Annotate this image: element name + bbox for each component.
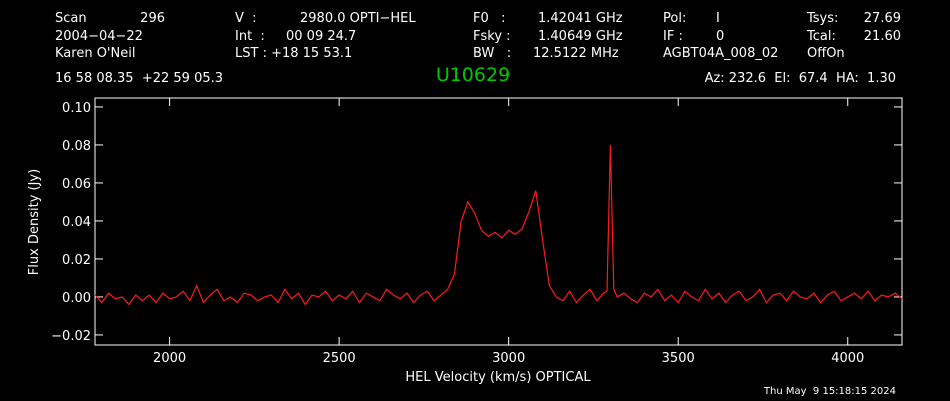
header-text: 12.5122 MHz: [533, 46, 619, 61]
header-text: Tsys:: [806, 11, 838, 26]
header-text: Pol:: [663, 11, 686, 26]
header-text: 2980.0 OPTI−HEL: [300, 11, 416, 26]
header-text: AGBT04A_008_02: [663, 46, 778, 61]
x-axis-label: HEL Velocity (km/s) OPTICAL: [405, 370, 591, 385]
y-tick-label: 0.10: [62, 101, 91, 116]
header-text: 1.40649 GHz: [538, 29, 623, 44]
x-tick-label: 2500: [323, 351, 356, 366]
header-text: Int :: [235, 29, 265, 44]
header-text: BW :: [473, 46, 511, 61]
header-text: 1.42041 GHz: [538, 11, 623, 26]
header-text: I: [716, 11, 720, 26]
header-text: Thu May 9 15:18:15 2024: [763, 386, 896, 397]
y-tick-label: −0.02: [51, 329, 91, 344]
header-text: 00 09 24.7: [286, 29, 356, 44]
spectrum-line: [94, 144, 903, 306]
y-tick-label: 0.02: [62, 253, 91, 268]
header-text: IF :: [663, 29, 683, 44]
header-text: V :: [235, 11, 257, 26]
x-tick-label: 4000: [831, 351, 864, 366]
header-text: Karen O'Neil: [55, 46, 135, 61]
chart-title: U10629: [436, 64, 510, 86]
header-text: 16 58 08.35 +22 59 05.3: [55, 71, 223, 86]
x-tick-label: 3000: [492, 351, 525, 366]
header-text: 21.60: [864, 29, 901, 44]
header-text: OffOn: [807, 46, 845, 61]
header-text: Az: 232.6 El: 67.4 HA: 1.30: [705, 71, 896, 86]
y-tick-label: 0.06: [62, 177, 91, 192]
y-tick-label: 0.08: [62, 139, 91, 154]
plot-frame: [94, 97, 903, 346]
header-text: Scan: [55, 11, 87, 26]
x-tick-label: 2000: [153, 351, 186, 366]
header-text: 2004−04−22: [55, 29, 143, 44]
header-text: 27.69: [864, 11, 901, 26]
header-text: 0: [716, 29, 724, 44]
header-text: Fsky :: [473, 29, 511, 44]
header-text: Tcal:: [806, 29, 836, 44]
header-text: 296: [140, 11, 165, 26]
y-tick-label: 0.04: [62, 215, 91, 230]
header-text: LST : +18 15 53.1: [235, 46, 352, 61]
x-tick-label: 3500: [662, 351, 695, 366]
y-axis-label: Flux Density (Jy): [27, 169, 42, 275]
y-tick-label: 0.00: [62, 291, 91, 306]
header-text: F0 :: [473, 11, 506, 26]
